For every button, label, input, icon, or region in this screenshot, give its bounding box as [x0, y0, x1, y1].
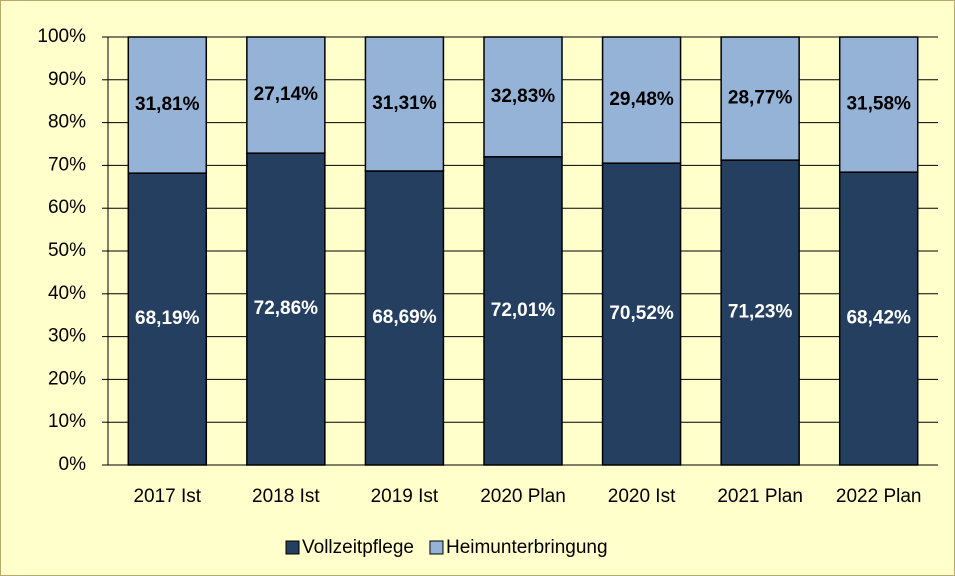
legend-label: Heimunterbringung	[446, 537, 608, 558]
y-tick-label: 100%	[37, 26, 86, 47]
bar-segment	[246, 152, 326, 466]
bar-segment	[364, 170, 445, 466]
bar-segment	[127, 36, 208, 174]
y-tick-label: 60%	[48, 197, 86, 218]
y-tick-label: 70%	[48, 154, 86, 175]
y-tick-label: 80%	[48, 112, 86, 133]
bar-segment	[246, 36, 326, 154]
x-tick-label: 2018 Ist	[252, 486, 320, 507]
bar-segment	[720, 36, 800, 161]
value-label: 31,81%	[135, 94, 200, 115]
x-tick-label: 2022 Plan	[836, 486, 922, 507]
x-tick-label: 2021 Plan	[717, 486, 803, 507]
value-label: 31,31%	[372, 93, 437, 114]
bar-segment	[364, 36, 445, 172]
x-tick-label: 2020 Ist	[608, 486, 676, 507]
y-tick-label: 0%	[59, 454, 87, 475]
x-tick-label: 2019 Ist	[371, 486, 439, 507]
value-label: 68,42%	[846, 308, 911, 329]
bar-segment	[838, 36, 919, 173]
x-tick-label: 2020 Plan	[480, 486, 566, 507]
y-tick-label: 40%	[48, 283, 86, 304]
bar-segment	[601, 162, 682, 466]
value-label: 28,77%	[728, 88, 793, 109]
bar-segment	[483, 156, 563, 466]
legend-swatch	[429, 540, 444, 555]
y-tick-label: 50%	[48, 240, 86, 261]
bar-segment	[838, 171, 919, 466]
value-label: 70,52%	[609, 303, 674, 324]
bar-segment	[483, 36, 563, 158]
x-tick-label: 2017 Ist	[133, 486, 201, 507]
bar-segment	[601, 36, 682, 164]
value-label: 71,23%	[728, 302, 793, 323]
y-tick-label: 90%	[48, 69, 86, 90]
y-tick-label: 20%	[48, 368, 86, 389]
legend-swatch	[285, 540, 300, 555]
value-label: 29,48%	[609, 89, 674, 110]
y-tick-label: 30%	[48, 326, 86, 347]
value-label: 31,58%	[846, 94, 911, 115]
value-label: 27,14%	[254, 84, 319, 105]
value-label: 32,83%	[491, 86, 556, 107]
value-label: 72,86%	[254, 298, 319, 319]
value-label: 72,01%	[491, 300, 556, 321]
y-tick-label: 10%	[48, 411, 86, 432]
value-label: 68,19%	[135, 308, 200, 329]
legend-label: Vollzeitpflege	[302, 537, 414, 558]
bar-segment	[127, 172, 208, 466]
value-label: 68,69%	[372, 307, 437, 328]
